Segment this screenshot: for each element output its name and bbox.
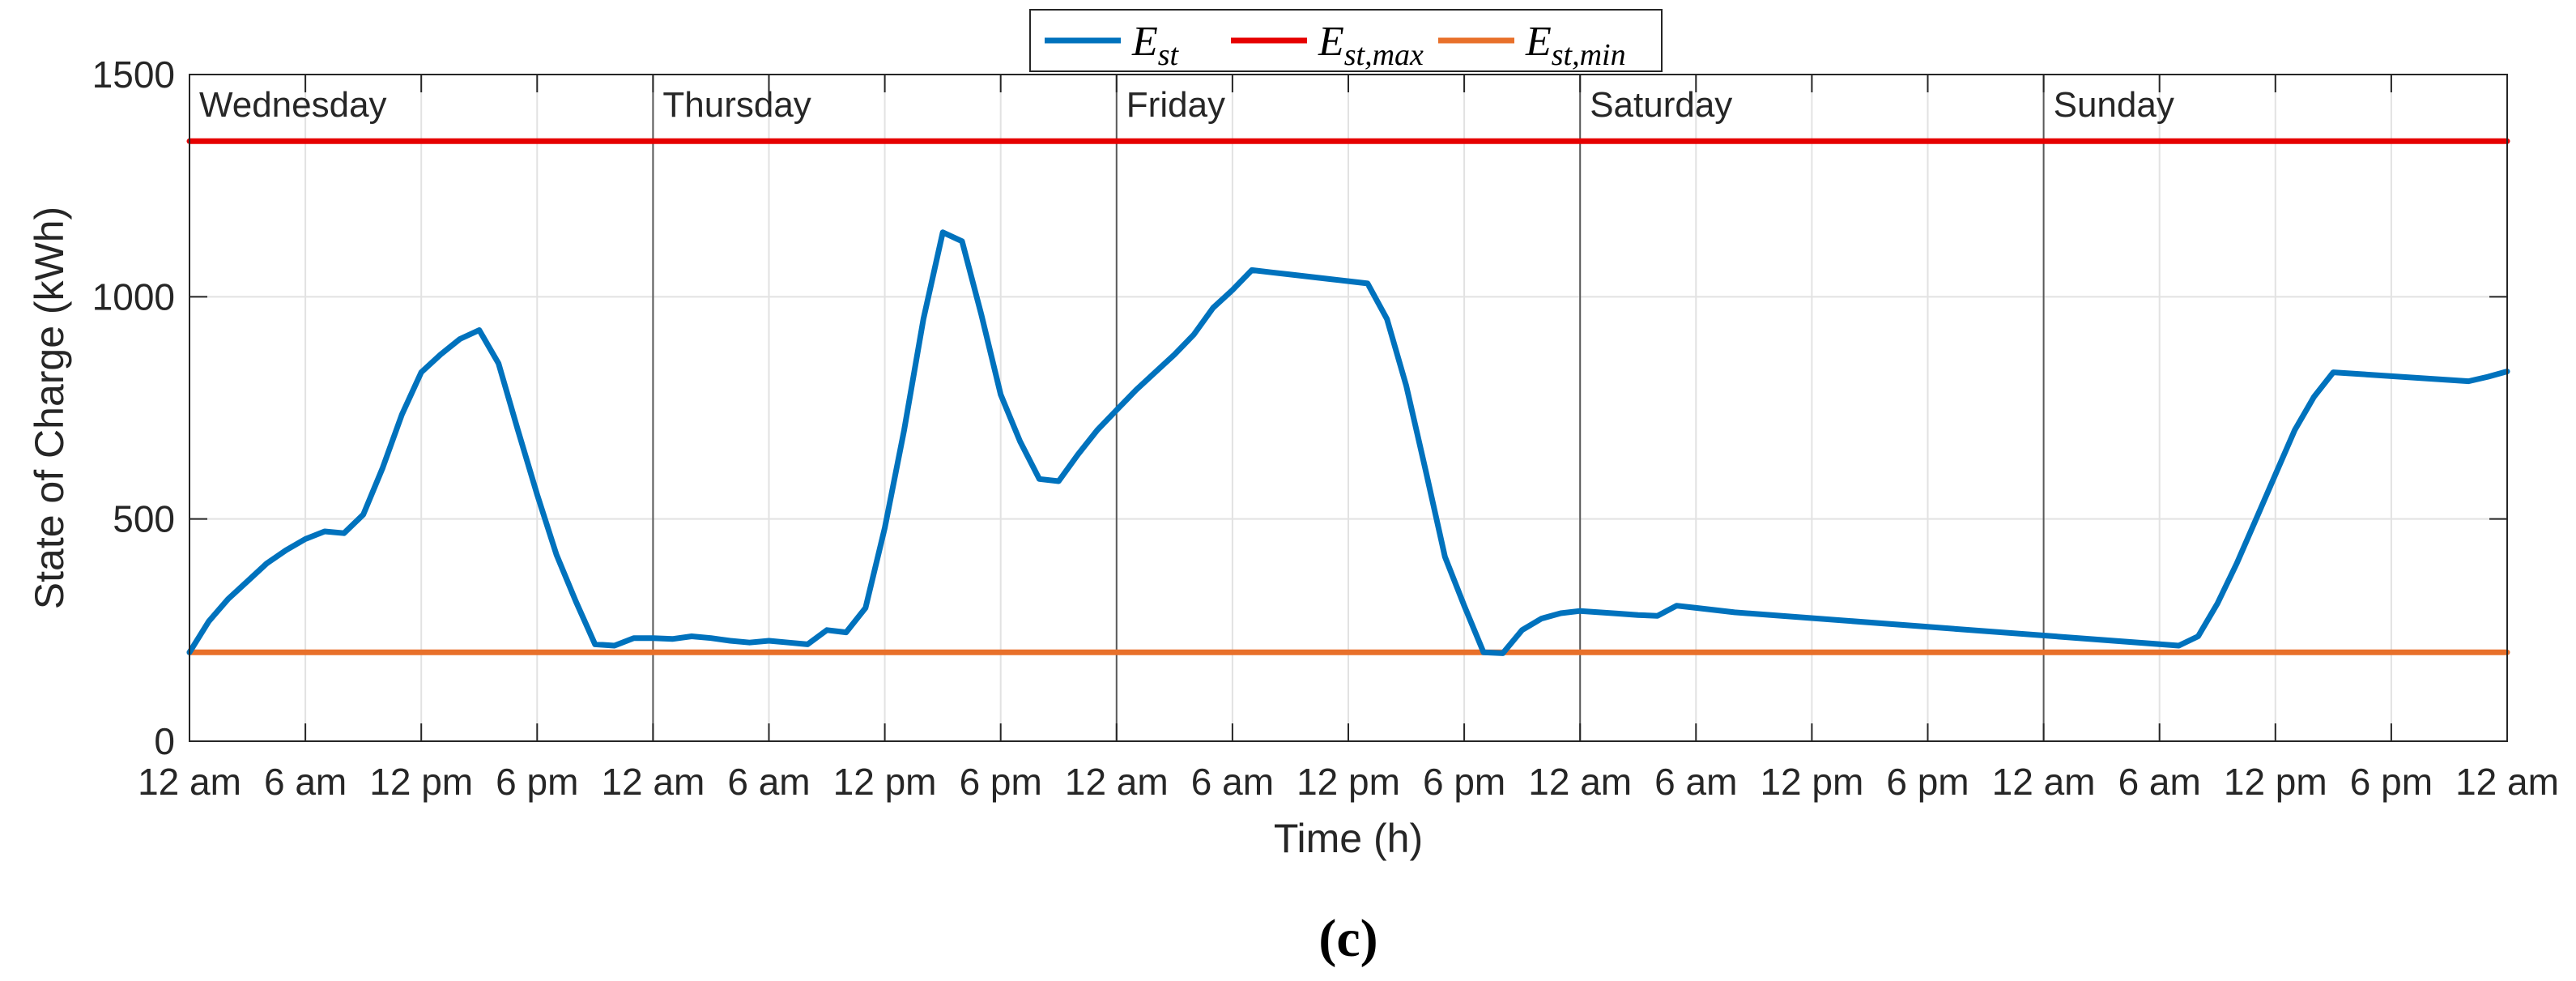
series-layer	[186, 138, 2510, 656]
day-label-friday: Friday	[1126, 85, 1225, 125]
x-tick-label-13: 6 am	[1654, 761, 1737, 803]
x-tick-label-4: 12 am	[601, 761, 705, 803]
x-tick-label-18: 12 pm	[2224, 761, 2327, 803]
x-tick-label-2: 12 pm	[369, 761, 473, 803]
grid	[189, 74, 2508, 742]
day-label-wednesday: Wednesday	[199, 85, 387, 125]
legend: Est Est,max Est,min	[1029, 9, 1663, 72]
x-tick-label-17: 6 am	[2118, 761, 2201, 803]
x-tick-label-20: 12 am	[2455, 761, 2559, 803]
x-axis-title: Time (h)	[1274, 816, 1423, 861]
x-tick-label-6: 12 pm	[833, 761, 937, 803]
x-tick-label-9: 6 am	[1191, 761, 1274, 803]
day-label-saturday: Saturday	[1590, 85, 1732, 125]
x-tick-label-12: 12 am	[1528, 761, 1632, 803]
x-tick-label-14: 12 pm	[1760, 761, 1863, 803]
x-tick-label-10: 12 pm	[1297, 761, 1400, 803]
y-tick-label-0: 0	[154, 720, 175, 762]
day-label-thursday: Thursday	[662, 85, 811, 125]
x-tick-label-8: 12 am	[1065, 761, 1169, 803]
legend-entry-1: Est,max	[1318, 19, 1424, 72]
day-label-sunday: Sunday	[2054, 85, 2174, 125]
figure-caption: (c)	[1318, 909, 1377, 968]
day-labels: Wednesday Thursday Friday Saturday Sunday	[199, 85, 2174, 125]
x-tick-label-3: 6 pm	[496, 761, 578, 803]
series-line-st	[186, 229, 2510, 656]
y-axis: 0 500 1000 1500	[92, 53, 2507, 762]
x-tick-label-5: 6 am	[727, 761, 810, 803]
x-axis: 12 am 6 am 12 pm 6 pm 12 am 6 am 12 pm 6 pm 12 a…	[138, 75, 2559, 803]
y-tick-label-2: 1000	[92, 275, 175, 318]
legend-entry-2: Est,min	[1525, 19, 1626, 72]
x-tick-label-11: 6 pm	[1423, 761, 1505, 803]
x-tick-label-16: 12 am	[1992, 761, 2096, 803]
x-tick-label-15: 6 pm	[1886, 761, 1969, 803]
y-axis-title: State of Charge (kWh)	[27, 207, 72, 609]
x-tick-label-1: 6 am	[264, 761, 347, 803]
y-tick-label-3: 1500	[92, 53, 175, 96]
x-tick-label-19: 6 pm	[2350, 761, 2433, 803]
y-tick-label-1: 500	[113, 498, 175, 540]
x-tick-label-7: 6 pm	[960, 761, 1042, 803]
legend-entry-0: Est	[1131, 19, 1180, 72]
legend-box	[1029, 9, 1663, 72]
x-tick-label-0: 12 am	[138, 761, 241, 803]
